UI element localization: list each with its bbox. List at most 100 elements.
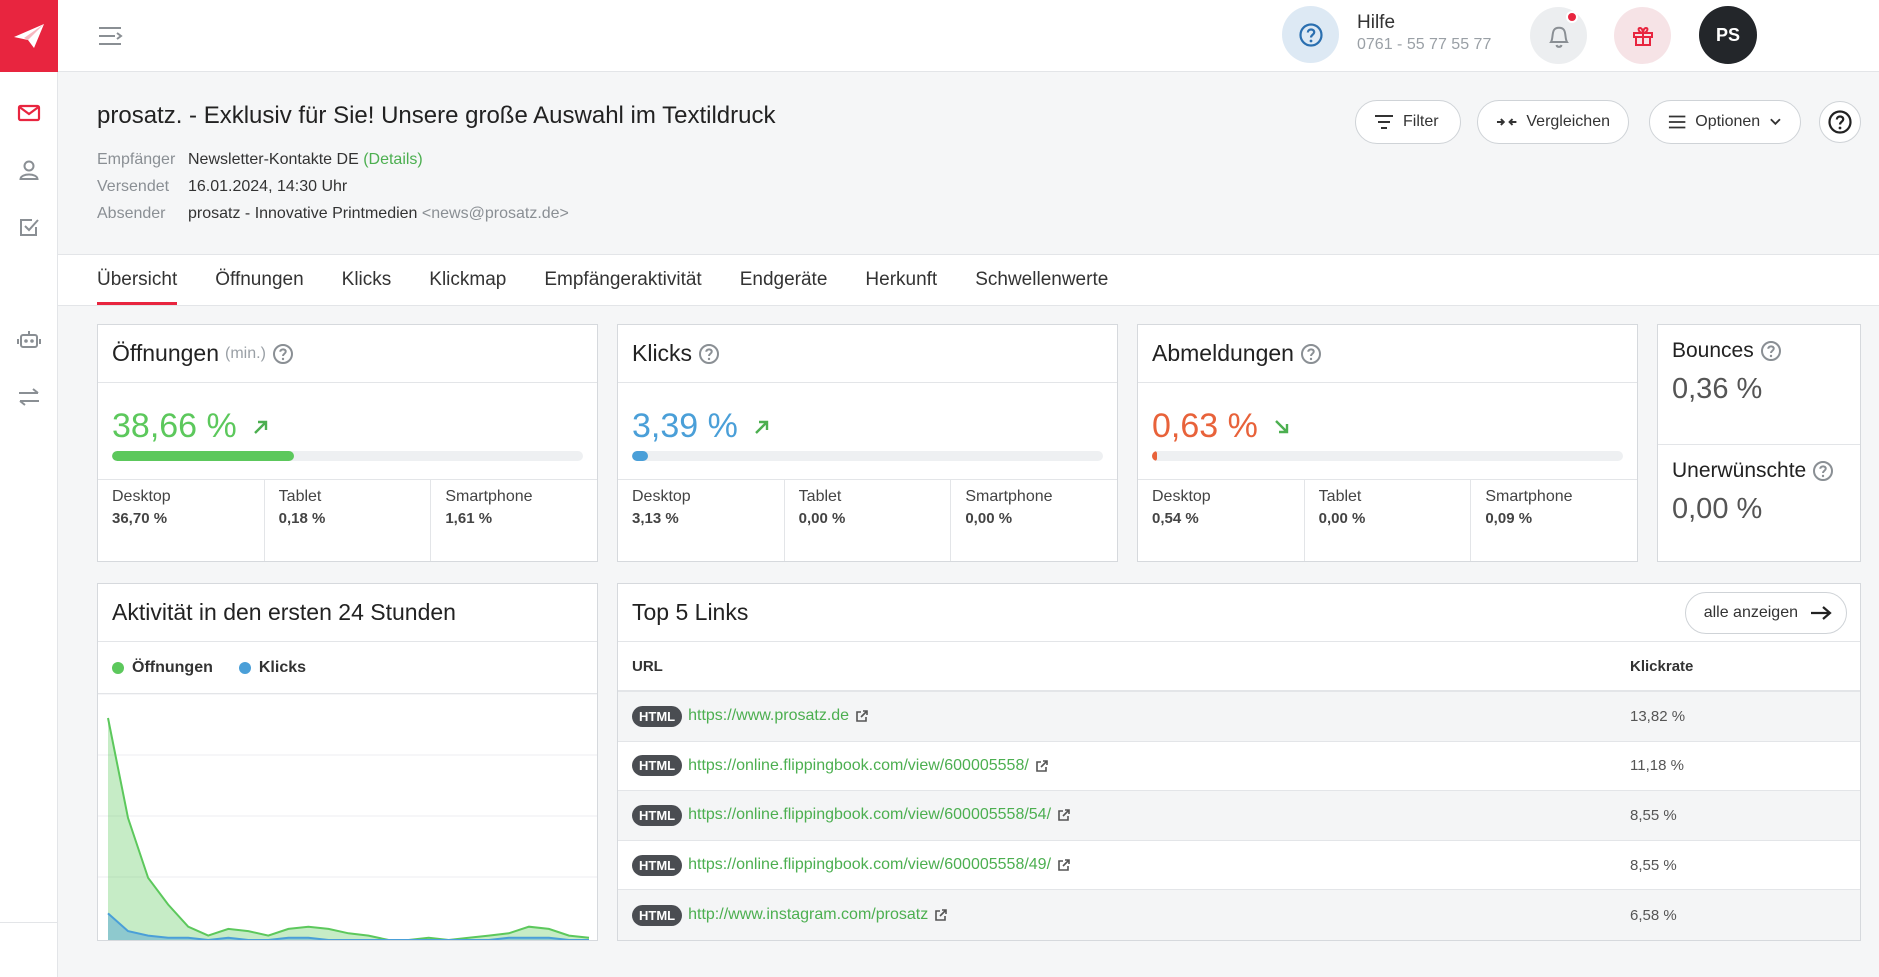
column-clickrate[interactable]: Klickrate: [1630, 657, 1694, 675]
legend-label: Öffnungen: [132, 658, 213, 676]
clicks-metric: 3,39 %: [618, 383, 1117, 451]
external-link-icon[interactable]: [855, 709, 869, 723]
details-link[interactable]: (Details): [363, 151, 423, 168]
options-label: Optionen: [1695, 113, 1761, 130]
column-url[interactable]: URL: [632, 657, 663, 675]
compare-button[interactable]: Vergleichen: [1477, 100, 1629, 144]
unsubscribes-metric: 0,63 %: [1138, 383, 1637, 451]
device-desktop: Desktop 3,13 %: [618, 480, 785, 561]
device-smartphone: Smartphone 0,00 %: [951, 480, 1117, 561]
link-url[interactable]: https://online.flippingbook.com/view/600…: [688, 756, 1029, 774]
link-url[interactable]: https://online.flippingbook.com/view/600…: [688, 806, 1052, 824]
show-all-button[interactable]: alle anzeigen: [1684, 592, 1847, 634]
table-row: HTML https://online.flippingbook.com/view…: [618, 841, 1860, 891]
link-rate: 8,55 %: [1630, 806, 1677, 824]
tab-clicks[interactable]: Klicks: [341, 269, 392, 290]
table-row: HTML https://online.flippingbook.com/view…: [618, 742, 1860, 792]
sidebar-item-contacts[interactable]: [0, 141, 58, 198]
tab-recipient-activity[interactable]: Empfängeraktivität: [544, 269, 702, 290]
options-button[interactable]: Optionen: [1649, 100, 1801, 144]
link-url[interactable]: https://www.prosatz.de: [688, 707, 850, 725]
link-url[interactable]: https://online.flippingbook.com/view/600…: [688, 856, 1052, 874]
device-desktop: Desktop 36,70 %: [98, 480, 265, 561]
tab-overview[interactable]: Übersicht: [97, 255, 178, 305]
meta-recipient-label: Empfänger: [97, 151, 176, 168]
opens-devices: Desktop 36,70 % Tablet 0,18 % Smartphone 1,…: [98, 479, 597, 561]
sidebar-item-automation[interactable]: [0, 311, 58, 368]
opens-card: Öffnungen (min.) 38,66 % Desktop 36,70 % …: [97, 324, 598, 562]
external-link-icon[interactable]: [1057, 808, 1071, 822]
link-url[interactable]: http://www.instagram.com/prosatz: [688, 906, 929, 924]
filter-button[interactable]: Filter: [1355, 100, 1461, 144]
meta-sender-name: prosatz - Innovative Printmedien: [188, 205, 418, 222]
menu-icon: [1668, 115, 1686, 129]
bell-icon: [1548, 26, 1569, 48]
notifications-button[interactable]: [1530, 7, 1587, 64]
tab-bar: Übersicht Öffnungen Klicks Klickmap Empf…: [58, 254, 1879, 306]
sidebar-item-mailings[interactable]: [0, 84, 58, 141]
external-link-icon[interactable]: [1035, 759, 1049, 773]
unwanted-value: 0,00 %: [1672, 493, 1763, 525]
clicks-card-header: Klicks: [618, 325, 1117, 383]
tab-devices[interactable]: Endgeräte: [739, 269, 828, 290]
sidebar-item-tasks[interactable]: [0, 198, 58, 255]
sidebar-item-transfer[interactable]: [0, 368, 58, 425]
meta-sent: Versendet 16.01.2024, 14:30 Uhr: [97, 173, 569, 200]
device-tablet: Tablet 0,18 %: [265, 480, 432, 561]
series-area-opens: [108, 718, 589, 940]
question-icon[interactable]: [1760, 340, 1782, 362]
tab-clickmap[interactable]: Klickmap: [429, 269, 507, 290]
activity-card-header: Aktivität in den ersten 24 Stunden: [98, 584, 597, 642]
tab-opens[interactable]: Öffnungen: [215, 269, 304, 290]
notification-badge: [1566, 11, 1578, 23]
bounces-value: 0,36 %: [1672, 373, 1763, 405]
legend-opens[interactable]: Öffnungen: [112, 658, 213, 676]
brand-logo[interactable]: [0, 0, 58, 72]
unsubscribes-card: Abmeldungen 0,63 % Desktop 0,54 % Tablet 0…: [1137, 324, 1638, 562]
meta-sent-label: Versendet: [97, 178, 170, 195]
link-rate: 13,82 %: [1630, 707, 1686, 725]
sidebar-divider: [0, 922, 58, 923]
device-label: Tablet: [798, 488, 842, 505]
top-links-header: Top 5 Links alle anzeigen: [618, 584, 1860, 642]
device-label: Smartphone: [1485, 488, 1573, 505]
html-badge: HTML: [632, 854, 683, 876]
help-button[interactable]: [1282, 6, 1339, 63]
question-icon[interactable]: [698, 343, 720, 365]
external-link-icon[interactable]: [1057, 858, 1071, 872]
gift-button[interactable]: [1614, 7, 1671, 64]
filter-icon: [1375, 115, 1393, 129]
unwanted-title: Unerwünschte: [1672, 459, 1807, 482]
device-value: 36,70 %: [112, 510, 168, 527]
tab-origin[interactable]: Herkunft: [865, 269, 938, 290]
table-row: HTML https://online.flippingbook.com/view…: [618, 791, 1860, 841]
external-link-icon[interactable]: [934, 908, 948, 922]
question-icon[interactable]: [272, 343, 294, 365]
question-icon[interactable]: [1812, 460, 1834, 482]
meta-recipient-value: Newsletter-Kontakte DE: [188, 151, 359, 168]
mail-icon: [17, 104, 40, 121]
unsubscribes-title: Abmeldungen: [1152, 340, 1294, 366]
device-value: 0,00 %: [798, 510, 846, 527]
link-cell: HTML https://online.flippingbook.com/view…: [618, 755, 1630, 777]
activity-title: Aktivität in den ersten 24 Stunden: [112, 599, 456, 625]
question-icon[interactable]: [1300, 343, 1322, 365]
menu-toggle-button[interactable]: [96, 22, 124, 50]
link-cell: HTML https://online.flippingbook.com/view…: [618, 854, 1630, 876]
clicks-value: 3,39 %: [632, 406, 738, 445]
table-row: HTML http://www.instagram.com/prosatz 6,5…: [618, 890, 1860, 940]
meta-sent-value: 16.01.2024, 14:30 Uhr: [188, 178, 348, 195]
show-all-label: alle anzeigen: [1703, 604, 1798, 621]
page-help-button[interactable]: [1819, 101, 1861, 143]
meta-sender-email: <news@prosatz.de>: [421, 205, 569, 222]
arrow-right-icon: [1811, 606, 1832, 620]
device-label: Smartphone: [445, 488, 533, 505]
avatar[interactable]: PS: [1699, 6, 1757, 64]
legend-clicks[interactable]: Klicks: [238, 659, 306, 676]
links-table-header: URL Klickrate: [618, 642, 1860, 692]
unwanted-section: Unerwünschte 0,00 %: [1658, 444, 1860, 563]
tab-thresholds[interactable]: Schwellenwerte: [975, 269, 1109, 290]
unsubscribes-progress-fill: [1152, 451, 1157, 461]
clicks-progress-bar: [632, 451, 1103, 461]
link-rate: 6,58 %: [1630, 906, 1677, 924]
